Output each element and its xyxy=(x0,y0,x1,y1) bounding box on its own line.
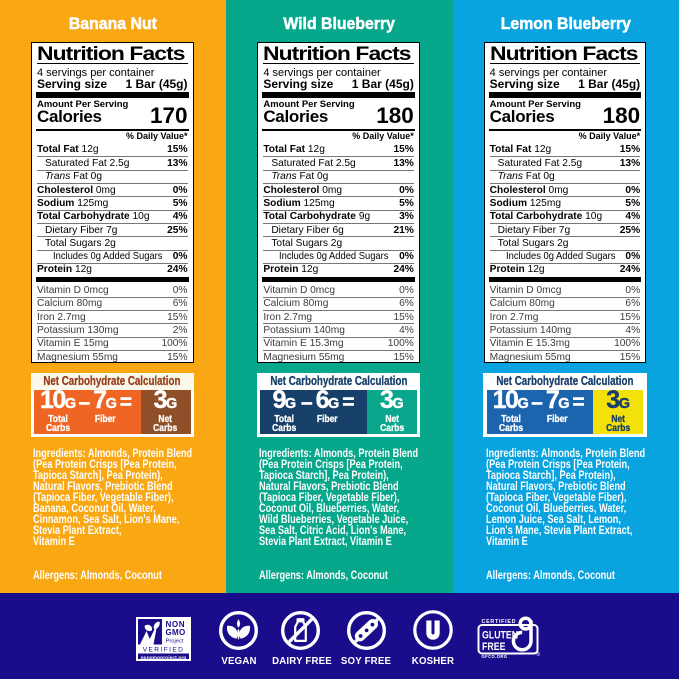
svg-text:®: ® xyxy=(537,651,541,658)
svg-text:Project: Project xyxy=(165,638,183,644)
svg-text:GLUTEN: GLUTEN xyxy=(482,630,518,642)
svg-text:NON: NON xyxy=(165,620,185,629)
svg-text:nongmoproject.org: nongmoproject.org xyxy=(140,654,186,660)
svg-text:CERTIFIED: CERTIFIED xyxy=(482,619,517,625)
svg-text:FREE: FREE xyxy=(482,641,506,653)
svg-text:VERIFIED: VERIFIED xyxy=(142,646,184,653)
svg-text:GMO: GMO xyxy=(165,628,185,637)
svg-text:GFCO.ORG: GFCO.ORG xyxy=(482,654,508,658)
